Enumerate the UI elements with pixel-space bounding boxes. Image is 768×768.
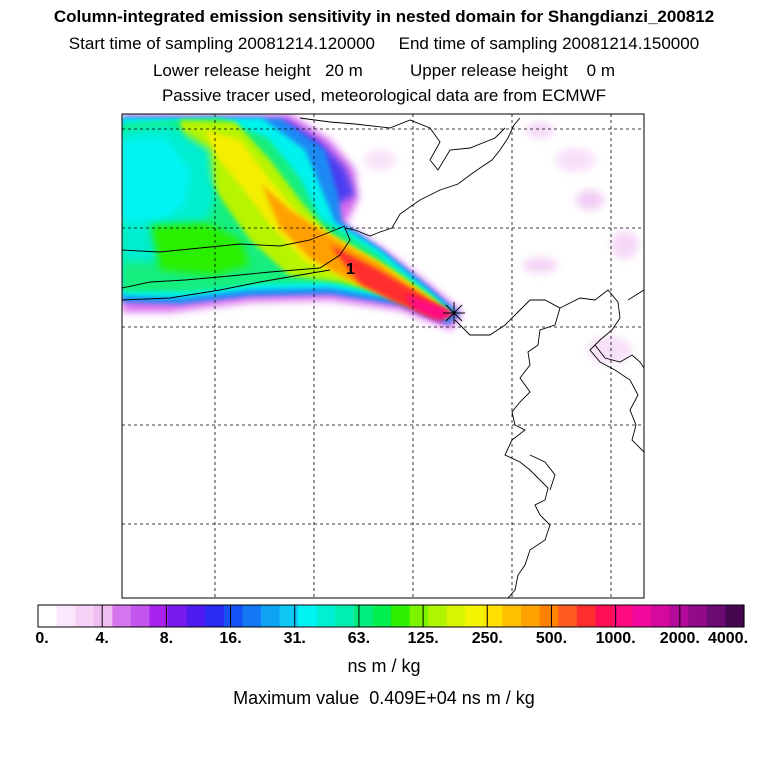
sampling-time-line: Start time of sampling 20081214.120000 E…: [68, 34, 700, 53]
colorbar-label: 8.: [159, 630, 174, 647]
colorbar-swatch: [93, 605, 113, 627]
colorbar-label: 500.: [535, 630, 568, 647]
colorbar-swatch: [242, 605, 262, 627]
colorbar-label: 0.: [35, 630, 49, 647]
colorbar-swatch: [130, 605, 151, 627]
colorbar-ticks: [101, 605, 681, 627]
colorbar-swatch: [112, 605, 132, 627]
colorbar-label: 125.: [407, 630, 439, 647]
colorbar-swatch: [651, 605, 671, 627]
colorbar-swatch: [725, 605, 745, 627]
colorbar-swatch: [38, 605, 58, 627]
colorbar-swatch: [335, 605, 355, 627]
colorbar-swatch: [298, 605, 318, 627]
colorbar-label: 31.: [283, 630, 306, 647]
colorbar-swatch: [465, 605, 485, 627]
map-frame: [121, 113, 645, 599]
release-height-line: Lower release height 20 m Upper release …: [152, 61, 616, 80]
colorbar-label: 1000.: [595, 630, 636, 647]
colorbar-swatch: [539, 605, 559, 627]
colorbar-swatch: [595, 605, 615, 627]
colorbar-swatch: [316, 605, 336, 627]
colorbar-swatch: [521, 605, 541, 627]
colorbar-swatch: [576, 605, 596, 627]
colorbar-label: 4000.: [707, 630, 749, 647]
colorbar-swatch: [223, 605, 243, 627]
colorbar-label: 2000.: [659, 630, 700, 647]
colorbar-swatch: [353, 605, 374, 627]
plot-title: Column-integrated emission sensitivity i…: [53, 7, 715, 26]
maximum-value-label: Maximum value 0.409E+04 ns m / kg: [233, 688, 535, 708]
colorbar-label: 63.: [347, 630, 371, 647]
colorbar-frame: [37, 604, 745, 628]
colorbar-swatch: [205, 605, 225, 627]
colorbar-swatch: [372, 605, 392, 627]
colorbar-swatch: [706, 605, 727, 627]
units-label: ns m / kg: [347, 656, 421, 676]
colorbar-swatch: [149, 605, 169, 627]
colorbar-swatch: [75, 605, 95, 627]
colorbar-swatch: [483, 605, 504, 627]
tracer-info-line: Passive tracer used, meteorological data…: [161, 86, 607, 105]
colorbar-swatch: [613, 605, 634, 627]
colorbar-swatch: [502, 605, 522, 627]
colorbar-label: 250.: [471, 630, 503, 647]
colorbar-label: 4.: [95, 630, 109, 647]
plume-field: [122, 114, 639, 364]
colorbar-swatch: [446, 605, 466, 627]
colorbar-swatch: [186, 605, 206, 627]
x-star-icon: [443, 302, 465, 324]
colorbar: [38, 605, 745, 627]
colorbar-swatch: [409, 605, 429, 627]
colorbar-swatch: [279, 605, 299, 627]
colorbar-swatch: [669, 605, 689, 627]
colorbar-swatch: [168, 605, 188, 627]
lat-lon-grid: [122, 114, 644, 598]
colorbar-swatch: [56, 605, 76, 627]
colorbar-swatch: [558, 605, 578, 627]
colorbar-label: 16.: [219, 630, 242, 647]
colorbar-swatch: [260, 605, 281, 627]
colorbar-swatch: [391, 605, 411, 627]
colorbar-swatch: [428, 605, 448, 627]
release-label: 1: [346, 261, 355, 278]
colorbar-swatch: [688, 605, 708, 627]
colorbar-swatch: [632, 605, 652, 627]
